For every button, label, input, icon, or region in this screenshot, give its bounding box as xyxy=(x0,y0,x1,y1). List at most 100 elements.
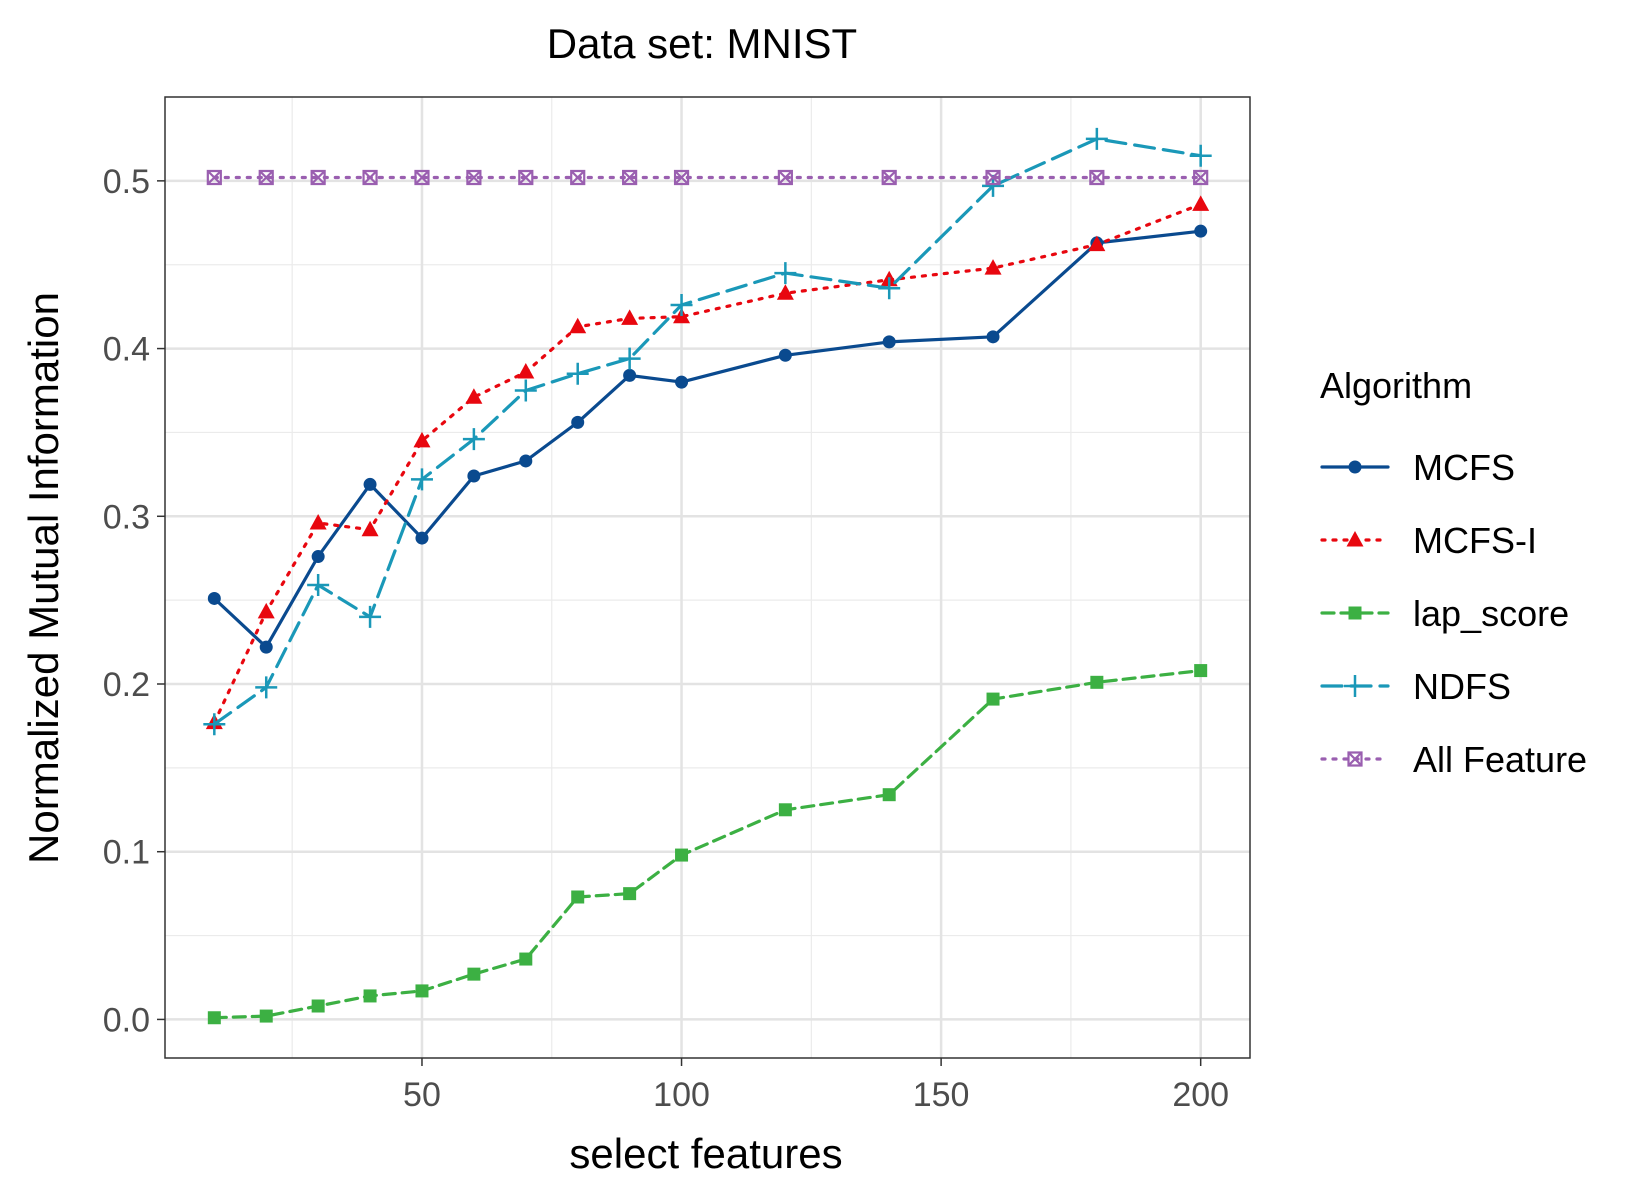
data-point-lap-score xyxy=(1194,664,1208,678)
x-tick-label: 100 xyxy=(653,1076,710,1114)
data-point-mcfs xyxy=(363,477,377,491)
data-point-lap-score xyxy=(259,1009,273,1023)
data-point-all-feature xyxy=(985,169,1001,186)
data-point-mcfs xyxy=(675,375,689,389)
legend-label: lap_score xyxy=(1413,593,1569,634)
legend-label: MCFS-I xyxy=(1413,520,1537,561)
data-point-mcfs-i xyxy=(309,513,327,530)
legend-item-mcfs: MCFS xyxy=(1320,447,1515,488)
data-point-mcfs xyxy=(467,469,481,483)
legend-key-marker xyxy=(1346,531,1364,547)
data-point-ndfs xyxy=(410,468,433,491)
chart-title: Data set: MNIST xyxy=(547,20,857,67)
data-point-mcfs-i xyxy=(984,259,1002,275)
data-point-mcfs-i xyxy=(776,284,794,300)
data-point-mcfs-i xyxy=(1088,235,1106,252)
data-point-ndfs xyxy=(203,713,226,736)
data-point-all-feature xyxy=(777,169,793,186)
data-point-lap-score xyxy=(1090,675,1104,689)
data-point-ndfs xyxy=(670,293,693,316)
series-line-ndfs xyxy=(212,137,1203,726)
data-point-mcfs-i xyxy=(1192,195,1210,211)
data-point-lap-score xyxy=(207,1011,221,1025)
data-point-lap-score xyxy=(623,887,637,901)
data-point-mcfs xyxy=(1194,224,1208,238)
data-point-ndfs xyxy=(1085,127,1108,150)
data-point-mcfs xyxy=(986,330,1000,344)
x-axis-title: select features xyxy=(569,1130,842,1177)
legend-item-ndfs: NDFS xyxy=(1320,666,1511,707)
data-point-all-feature xyxy=(362,169,378,186)
data-point-ndfs xyxy=(1189,144,1212,167)
data-point-ndfs xyxy=(618,347,641,370)
data-point-mcfs xyxy=(778,348,792,362)
data-point-all-feature xyxy=(881,169,897,186)
data-point-mcfs xyxy=(311,550,325,564)
data-point-ndfs xyxy=(566,362,589,385)
data-point-mcfs-i xyxy=(361,520,379,537)
data-point-mcfs xyxy=(571,415,585,429)
data-point-ndfs xyxy=(878,277,901,300)
data-point-all-feature xyxy=(622,169,638,186)
data-point-lap-score xyxy=(882,788,896,802)
data-point-all-feature xyxy=(518,169,534,186)
data-point-ndfs xyxy=(462,428,485,451)
legend-key-marker xyxy=(1344,675,1366,697)
data-point-lap-score xyxy=(415,984,429,998)
legend-label: NDFS xyxy=(1413,666,1511,707)
axes: 50 100 150 200 0.0 0.1 0.2 0.3 0.4 0.5 xyxy=(103,163,1229,1114)
data-point-all-feature xyxy=(673,169,690,186)
legend-label: All Feature xyxy=(1413,739,1587,780)
series-layer xyxy=(203,127,1212,1025)
y-tick-label: 0.0 xyxy=(103,1001,150,1039)
series-ndfs xyxy=(203,127,1212,736)
data-point-all-feature xyxy=(258,169,274,186)
data-point-all-feature xyxy=(414,169,430,186)
data-point-all-feature xyxy=(1089,169,1105,186)
legend-key-marker xyxy=(1348,460,1362,474)
y-tick-label: 0.2 xyxy=(103,666,150,704)
legend-label: MCFS xyxy=(1413,447,1515,488)
data-point-mcfs-i xyxy=(569,317,587,334)
data-point-ndfs xyxy=(359,605,382,628)
series-lap-score xyxy=(207,664,1208,1025)
x-tick-label: 150 xyxy=(913,1076,970,1114)
data-point-lap-score xyxy=(571,890,585,904)
data-point-all-feature xyxy=(206,169,222,186)
legend-item-mcfs-i: MCFS-I xyxy=(1320,520,1537,561)
data-point-all-feature xyxy=(1193,169,1209,186)
series-all-feature xyxy=(206,169,1209,186)
legend-title: Algorithm xyxy=(1320,365,1472,406)
data-point-all-feature xyxy=(570,169,586,186)
y-tick-label: 0.1 xyxy=(103,834,150,872)
plot-border xyxy=(164,96,1251,1059)
data-point-mcfs-i xyxy=(517,363,535,379)
x-tick-label: 200 xyxy=(1172,1076,1229,1114)
y-axis-title: Normalized Mutual Information xyxy=(20,292,67,864)
data-point-mcfs-i xyxy=(621,309,639,325)
data-point-mcfs xyxy=(623,368,637,382)
data-point-mcfs xyxy=(259,640,273,654)
data-point-all-feature xyxy=(310,169,326,186)
data-point-lap-score xyxy=(467,967,481,981)
legend-item-all-feature: All Feature xyxy=(1320,739,1587,780)
x-tick-label: 50 xyxy=(403,1076,441,1114)
data-point-all-feature xyxy=(466,169,482,186)
data-point-lap-score xyxy=(363,989,377,1003)
data-point-lap-score xyxy=(311,999,325,1013)
data-point-ndfs xyxy=(774,262,797,285)
data-point-ndfs xyxy=(514,379,537,402)
data-point-mcfs xyxy=(882,335,896,349)
data-point-mcfs xyxy=(519,454,533,468)
legend-item-lap-score: lap_score xyxy=(1320,593,1569,634)
data-point-mcfs-i xyxy=(257,602,275,619)
legend-key-marker xyxy=(1348,606,1362,620)
legend-key-marker xyxy=(1347,751,1363,767)
data-point-mcfs xyxy=(415,531,429,545)
y-tick-label: 0.4 xyxy=(103,331,150,369)
data-point-lap-score xyxy=(675,848,689,862)
data-point-mcfs-i xyxy=(413,431,431,448)
data-point-lap-score xyxy=(778,803,792,817)
legend: Algorithm MCFS MCFS-I lap_score NDFS All Fea… xyxy=(1320,365,1587,780)
